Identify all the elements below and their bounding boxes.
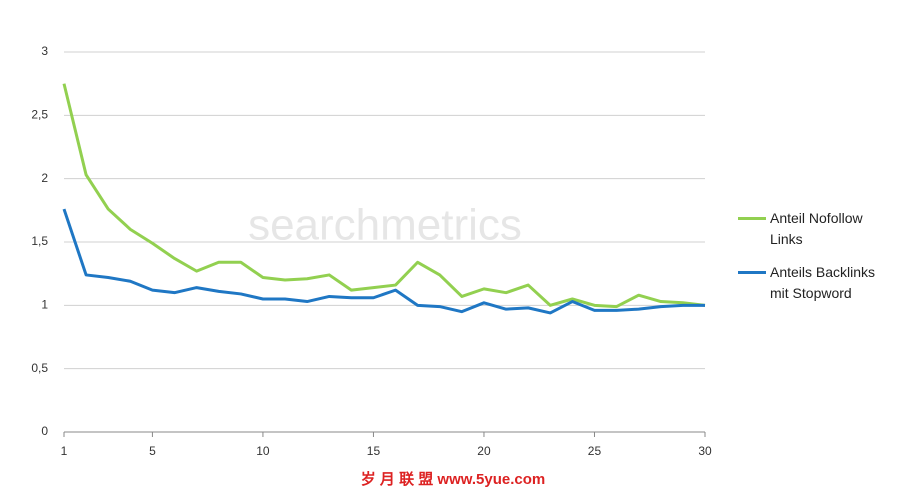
y-tick-label: 0 — [41, 424, 48, 438]
x-tick-label: 25 — [588, 444, 602, 458]
legend-swatch — [738, 217, 766, 220]
legend-item: Anteils Backlinks mit Stopword — [738, 262, 888, 304]
legend-label: Anteil Nofollow Links — [770, 210, 863, 247]
y-tick-label: 3 — [41, 44, 48, 58]
y-tick-label: 0,5 — [31, 361, 48, 375]
y-tick-label: 1,5 — [31, 234, 48, 248]
x-tick-label: 20 — [477, 444, 491, 458]
y-tick-label: 2,5 — [31, 108, 48, 122]
legend-item: Anteil Nofollow Links — [738, 208, 888, 250]
x-tick-label: 15 — [367, 444, 381, 458]
y-tick-label: 1 — [41, 298, 48, 312]
legend-label: Anteils Backlinks mit Stopword — [770, 264, 876, 301]
footer: 岁 月 联 盟 www.5yue.com — [361, 470, 545, 488]
watermark: searchmetrics — [248, 201, 522, 250]
legend: Anteil Nofollow Links Anteils Backlinks m… — [738, 208, 888, 316]
y-tick-label: 2 — [41, 171, 48, 185]
x-tick-label: 5 — [149, 444, 156, 458]
legend-swatch — [738, 271, 766, 274]
x-tick-label: 10 — [256, 444, 270, 458]
series-line — [62, 208, 705, 315]
x-tick-label: 1 — [61, 444, 68, 458]
x-tick-label: 30 — [698, 444, 712, 458]
series-line — [62, 83, 706, 309]
